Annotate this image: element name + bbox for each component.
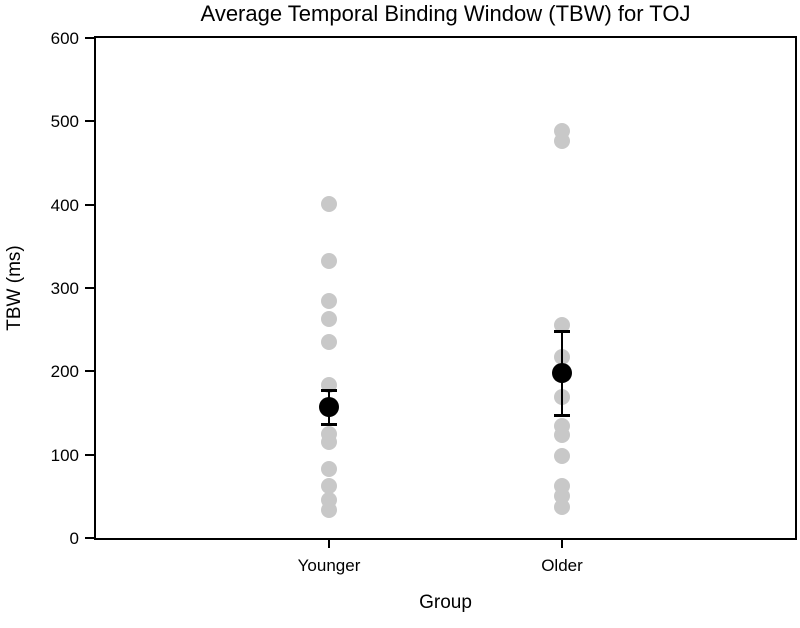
x-category-label: Younger: [297, 556, 361, 575]
y-tick-label: 100: [50, 445, 79, 465]
y-tick-mark: [85, 37, 94, 39]
y-tick-label: 500: [50, 112, 79, 132]
y-tick-label: 200: [50, 362, 79, 382]
data-point: [321, 460, 337, 477]
x-tick-mark: [561, 540, 563, 548]
data-point: [554, 133, 570, 150]
x-axis-label: Group: [419, 592, 472, 613]
y-tick-label: 0: [69, 529, 79, 548]
y-tick-mark: [85, 203, 94, 206]
error-bar-cap-bottom: [554, 414, 570, 418]
data-point: [554, 426, 570, 443]
data-point: [321, 253, 337, 270]
y-tick-mark: [85, 537, 94, 539]
mean-point: [552, 363, 572, 383]
chart-title: Average Temporal Binding Window (TBW) fo…: [200, 1, 691, 26]
data-point: [554, 316, 570, 333]
data-point: [554, 499, 570, 516]
y-tick-label: 600: [50, 29, 79, 48]
mean-point: [319, 397, 339, 418]
plot-area: [94, 36, 797, 540]
y-tick-label: 300: [50, 279, 79, 298]
data-point: [321, 434, 337, 451]
x-category-label: Older: [541, 556, 583, 575]
error-bar-cap-top: [554, 330, 570, 334]
y-tick-mark: [85, 370, 94, 373]
y-tick-mark: [85, 453, 94, 456]
y-tick-mark: [85, 287, 94, 289]
error-bar-cap-bottom: [321, 422, 337, 426]
data-point: [321, 293, 337, 310]
error-bar-cap-top: [321, 388, 337, 392]
data-point: [321, 310, 337, 327]
x-tick-mark: [328, 540, 330, 548]
y-tick-label: 400: [50, 195, 79, 215]
y-axis-label: TBW (ms): [4, 245, 25, 331]
data-point: [321, 334, 337, 351]
data-point: [554, 448, 570, 465]
data-point: [321, 501, 337, 518]
data-point: [321, 195, 337, 212]
data-point: [321, 478, 337, 495]
y-tick-mark: [85, 120, 94, 123]
